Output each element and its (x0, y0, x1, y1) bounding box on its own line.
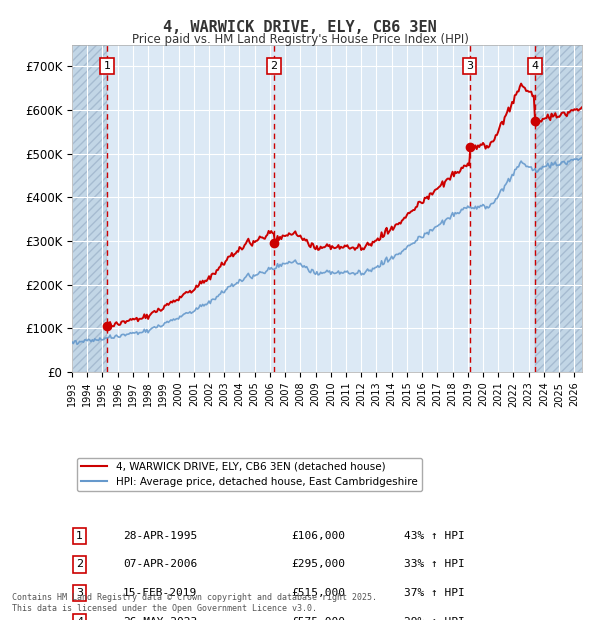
Text: 37% ↑ HPI: 37% ↑ HPI (404, 588, 464, 598)
Text: 2: 2 (271, 61, 278, 71)
Text: 4, WARWICK DRIVE, ELY, CB6 3EN: 4, WARWICK DRIVE, ELY, CB6 3EN (163, 20, 437, 35)
Bar (535, 45, 590, 372)
Text: 28-APR-1995: 28-APR-1995 (123, 531, 197, 541)
Text: 1: 1 (76, 531, 83, 541)
Text: 4: 4 (76, 617, 83, 620)
Text: 2: 2 (76, 559, 83, 570)
Legend: 4, WARWICK DRIVE, ELY, CB6 3EN (detached house), HPI: Average price, detached ho: 4, WARWICK DRIVE, ELY, CB6 3EN (detached… (77, 458, 422, 491)
Text: £575,000: £575,000 (291, 617, 346, 620)
Text: 4: 4 (531, 61, 538, 71)
Bar (72, 45, 107, 372)
Text: £106,000: £106,000 (291, 531, 346, 541)
Text: 43% ↑ HPI: 43% ↑ HPI (404, 531, 464, 541)
Text: 3: 3 (76, 588, 83, 598)
Text: £515,000: £515,000 (291, 588, 346, 598)
Text: 26-MAY-2023: 26-MAY-2023 (123, 617, 197, 620)
Text: 1: 1 (104, 61, 111, 71)
Text: £295,000: £295,000 (291, 559, 346, 570)
Text: Price paid vs. HM Land Registry's House Price Index (HPI): Price paid vs. HM Land Registry's House … (131, 33, 469, 46)
Text: 15-FEB-2019: 15-FEB-2019 (123, 588, 197, 598)
Text: 3: 3 (466, 61, 473, 71)
Text: 07-APR-2006: 07-APR-2006 (123, 559, 197, 570)
Text: 33% ↑ HPI: 33% ↑ HPI (404, 559, 464, 570)
Text: 29% ↑ HPI: 29% ↑ HPI (404, 617, 464, 620)
Text: Contains HM Land Registry data © Crown copyright and database right 2025.
This d: Contains HM Land Registry data © Crown c… (12, 593, 377, 613)
